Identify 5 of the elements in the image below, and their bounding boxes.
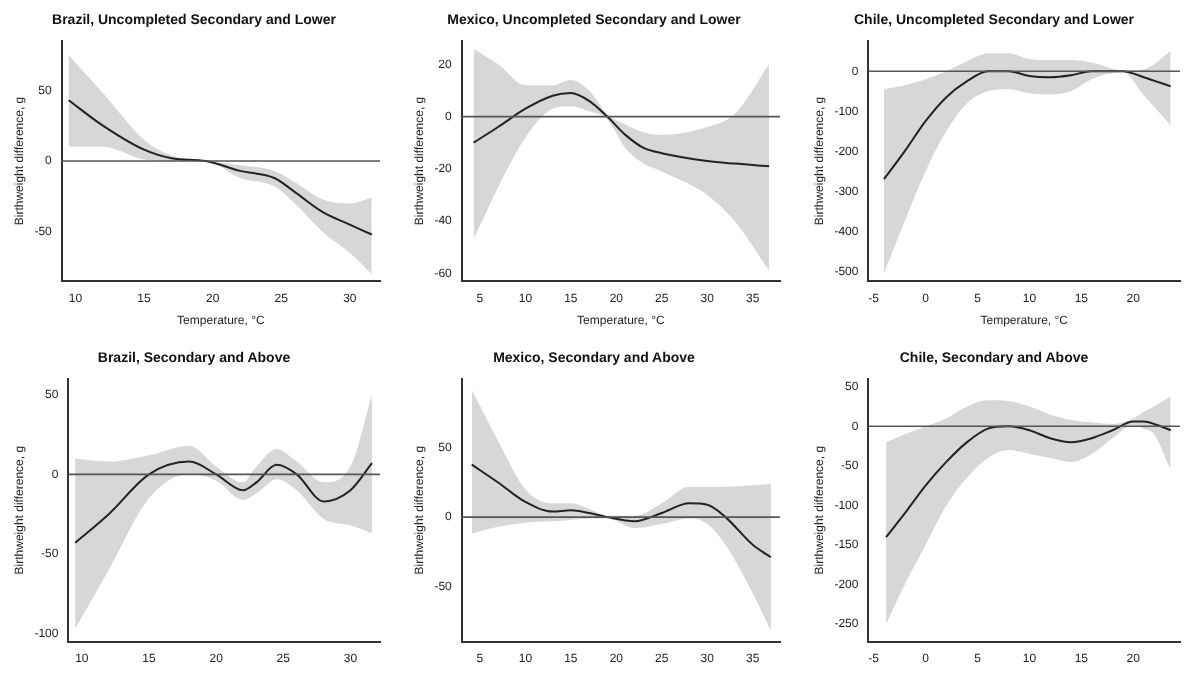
line-series [470, 463, 772, 559]
line-series [885, 420, 1172, 539]
line-series [74, 460, 373, 544]
line-series [67, 99, 373, 236]
line-series [472, 92, 771, 168]
